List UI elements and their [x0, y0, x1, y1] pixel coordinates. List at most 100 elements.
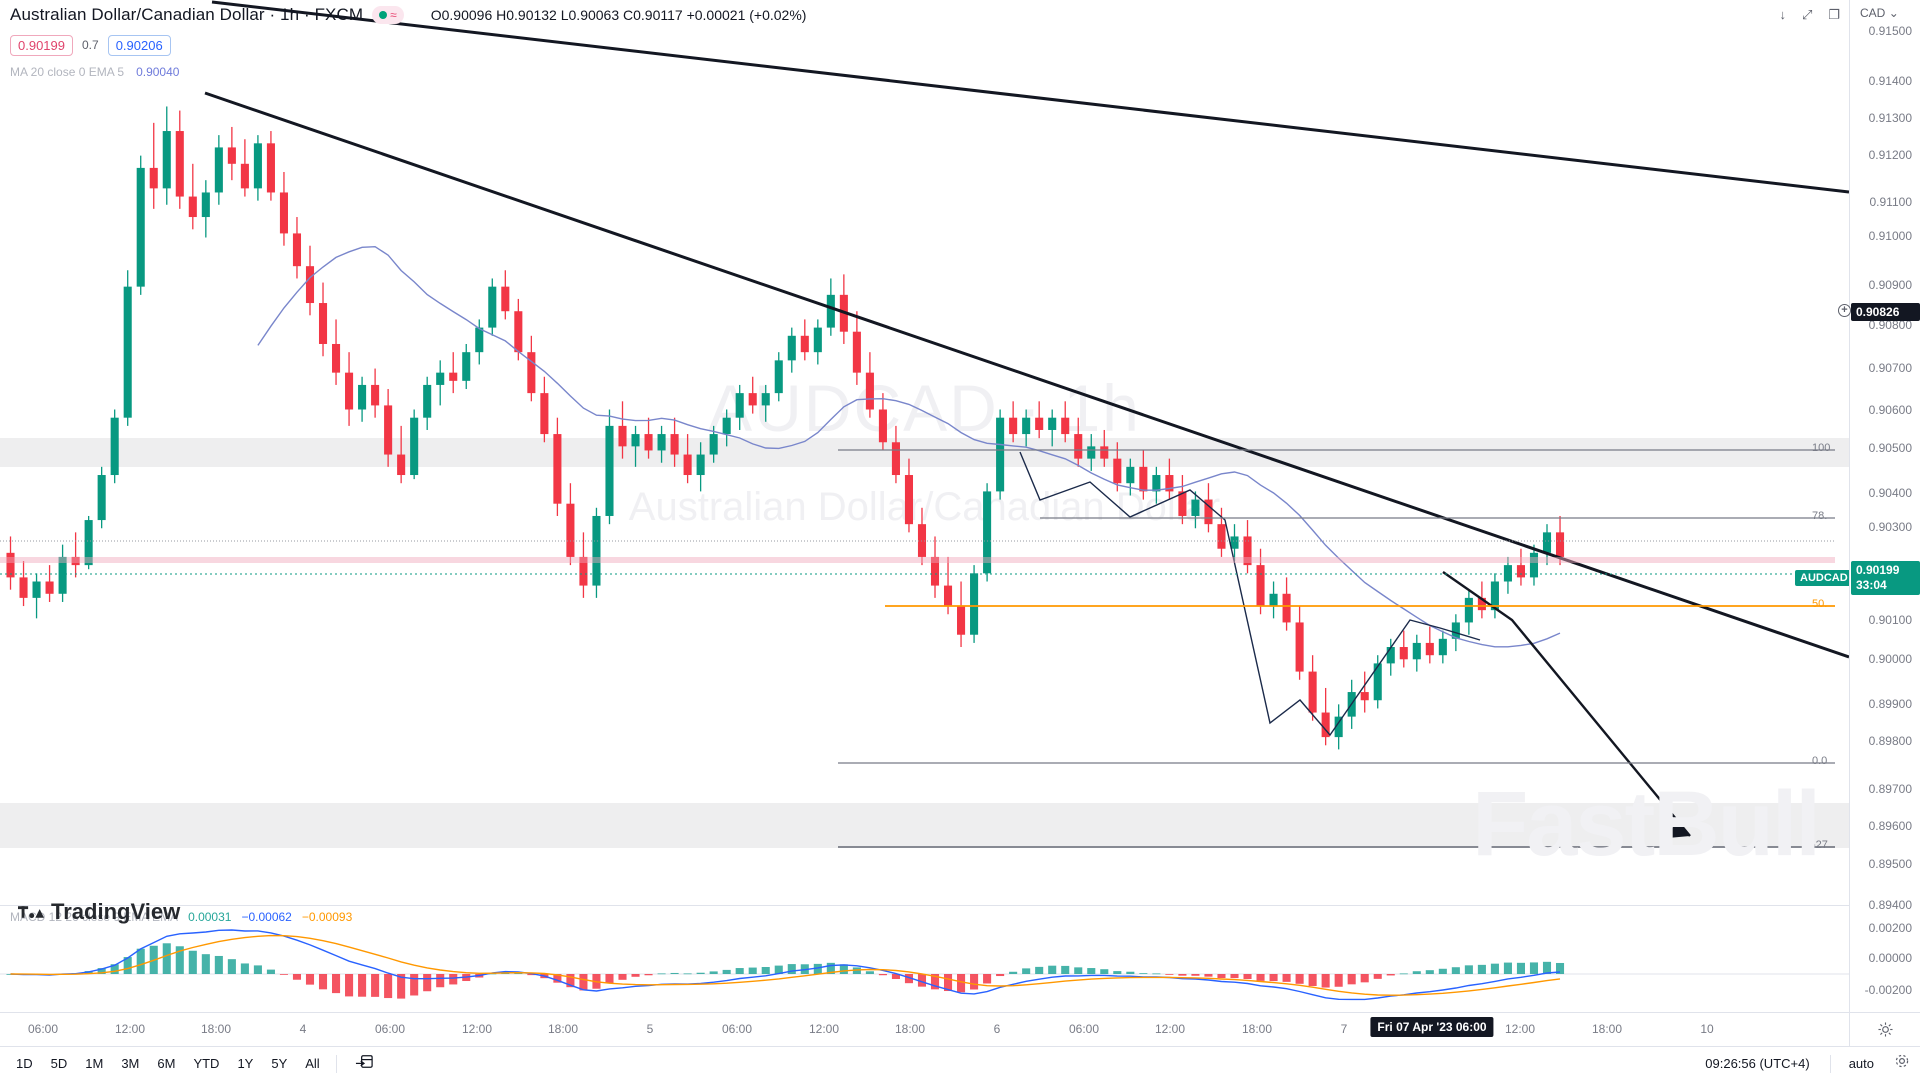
time-tick: 12:00 — [1504, 1022, 1536, 1036]
fib-label-78: 78. — [1812, 510, 1828, 522]
macd-histogram-bar — [371, 974, 380, 997]
price-tick: 0.90600 — [1868, 403, 1912, 417]
tradingview-logo[interactable]: TradingView — [18, 899, 180, 925]
current-price-badge[interactable]: 0.90199 33:04 — [1851, 561, 1920, 595]
legend-symbol-row: Australian Dollar/Canadian Dollar · 1h ·… — [10, 4, 806, 26]
timeframe-5d[interactable]: 5D — [50, 1056, 68, 1071]
candle-body — [279, 192, 288, 234]
macd-histogram-bar — [735, 968, 744, 974]
candle-body — [1139, 466, 1148, 492]
structure-zigzag[interactable] — [1019, 451, 1481, 737]
maximize-icon[interactable]: ⤢ — [1801, 7, 1813, 22]
timeframe-3m[interactable]: 3M — [121, 1056, 140, 1071]
macd-histogram-bar — [983, 974, 992, 984]
macd-histogram-bar — [449, 974, 458, 985]
candle-body — [540, 393, 549, 435]
macd-histogram-bar — [1412, 971, 1421, 974]
legend-indicator-row[interactable]: MA 20 close 0 EMA 5 0.90040 — [10, 65, 806, 79]
candle-body — [1230, 536, 1239, 549]
price-scale[interactable]: CAD ⌄ 0.91500 0.91400 0.91300 0.91200 0.9110… — [1838, 0, 1920, 1012]
candle-body — [735, 393, 744, 418]
macd-histogram-bar — [175, 946, 184, 974]
time-tick: 18:00 — [200, 1022, 232, 1036]
timeframe-ytd[interactable]: YTD — [193, 1056, 220, 1071]
macd-histogram-bar — [253, 965, 262, 974]
candle-body — [266, 143, 275, 193]
macd-histogram-bar — [1243, 974, 1252, 979]
candle-body — [1360, 692, 1369, 701]
timeframe-5y[interactable]: 5Y — [271, 1056, 288, 1071]
currency-label: CAD — [1860, 6, 1886, 20]
candle-body — [839, 294, 848, 332]
macd-histogram-bar — [1334, 974, 1343, 987]
minimize-icon[interactable]: ↓ — [1779, 7, 1786, 22]
macd-histogram-bar — [266, 969, 275, 974]
ask-price[interactable]: 0.90206 — [107, 34, 171, 56]
candle-body — [227, 147, 236, 164]
price-scale-currency[interactable]: CAD ⌄ — [1850, 0, 1920, 20]
supply-zone — [0, 438, 1849, 467]
gear-icon[interactable] — [1884, 1053, 1910, 1074]
macd-histogram-bar — [332, 974, 341, 994]
macd-line-value: −0.00062 — [241, 910, 292, 924]
time-tick: 06:00 — [721, 1022, 753, 1036]
add-alert-icon[interactable]: + — [1838, 304, 1851, 317]
toolbar-divider-2 — [1829, 1054, 1831, 1073]
session-clock[interactable]: 09:26:56 (UTC+4) — [1705, 1056, 1810, 1071]
macd-histogram-bar — [97, 968, 106, 974]
macd-histogram-bar — [696, 972, 705, 974]
time-scale-highlight-badge: Fri 07 Apr '23 06:00 — [1370, 1017, 1494, 1037]
timeframe-1y[interactable]: 1Y — [237, 1056, 254, 1071]
chevron-down-icon[interactable]: ⌄ — [1888, 6, 1899, 20]
candle-body — [852, 331, 861, 373]
time-scale[interactable]: 06:00 12:00 18:00 4 06:00 12:00 18:00 5 06:00 12:… — [0, 1012, 1849, 1046]
candle-body — [214, 147, 223, 193]
timeframe-1m[interactable]: 1M — [85, 1056, 104, 1071]
candle-body — [1412, 642, 1421, 660]
macd-histogram-bar — [1035, 966, 1044, 974]
candle-body — [1126, 466, 1135, 484]
fib-label-50: 50. — [1812, 598, 1828, 610]
price-tick: 0.00000 — [1868, 951, 1912, 965]
calendar-arrow-icon[interactable] — [345, 1052, 374, 1076]
macd-histogram-bar — [240, 963, 249, 974]
candle-body — [1308, 671, 1317, 713]
market-status-badge[interactable]: ≈ — [372, 6, 404, 24]
auto-scale-button[interactable]: auto — [1848, 1056, 1874, 1071]
symbol-title[interactable]: Australian Dollar/Canadian Dollar · 1h ·… — [10, 5, 364, 24]
timeframe-6m[interactable]: 6M — [157, 1056, 176, 1071]
macd-histogram-bar — [1438, 968, 1447, 974]
macd-histogram-bar — [1399, 973, 1408, 975]
time-scale-settings-button[interactable] — [1849, 1012, 1920, 1046]
candle-body — [1256, 565, 1265, 607]
candle-body — [514, 311, 523, 353]
macd-histogram-bar — [553, 974, 562, 983]
bid-price[interactable]: 0.90199 — [10, 34, 73, 56]
candle-body — [1217, 524, 1226, 549]
candle-body — [1477, 597, 1486, 611]
time-tick: 5 — [646, 1022, 654, 1036]
chart-plot-area[interactable]: AUDCAD · 1h Australian Dollar/Canadian D… — [0, 0, 1849, 1012]
timeframe-1d[interactable]: 1D — [16, 1056, 33, 1071]
candle-body — [970, 573, 979, 635]
macd-histogram-bar — [1100, 969, 1109, 974]
candle-body — [371, 384, 380, 406]
candle-body — [1009, 417, 1018, 435]
candle-body — [774, 360, 783, 394]
watermark-symbol: AUDCAD · 1h — [708, 371, 1141, 445]
price-tick: -0.00200 — [1864, 983, 1912, 997]
macd-pane[interactable]: MACD 12 26 close 9 EMA EMA 0.00031 −0.00… — [0, 905, 1849, 1012]
restore-icon[interactable]: ❐ — [1828, 7, 1840, 22]
timeframe-all[interactable]: All — [305, 1056, 320, 1071]
price-tick: 0.89500 — [1868, 857, 1912, 871]
candle-body — [1373, 663, 1382, 701]
macd-histogram-bar — [957, 974, 966, 993]
macd-histogram-bar — [761, 967, 770, 974]
macd-histogram-bar — [605, 974, 614, 984]
macd-histogram-bar — [722, 969, 731, 974]
candle-body — [826, 294, 835, 328]
ma-indicator-label: MA 20 close 0 EMA 5 — [10, 65, 125, 79]
trendline-lower[interactable] — [204, 91, 1849, 659]
legend-quote-row: 0.90199 0.7 0.90206 — [10, 34, 806, 56]
price-tick: 0.91400 — [1868, 74, 1912, 88]
